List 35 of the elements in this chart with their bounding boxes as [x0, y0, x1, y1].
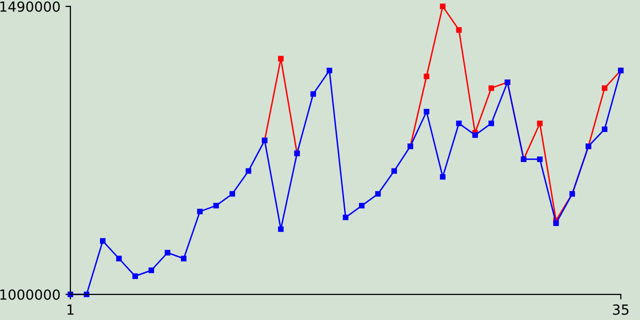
x-tick-label: 35	[613, 304, 628, 315]
point	[213, 202, 219, 208]
point	[602, 85, 608, 91]
point	[424, 108, 430, 114]
y-tick-label: 1000000	[0, 289, 60, 300]
point	[116, 256, 122, 262]
point	[342, 214, 348, 220]
point	[391, 168, 397, 174]
point	[456, 27, 462, 33]
point	[375, 191, 381, 197]
point	[148, 268, 154, 274]
point	[602, 126, 608, 132]
point	[537, 156, 543, 162]
point	[424, 74, 430, 80]
point	[278, 56, 284, 62]
point	[326, 68, 332, 74]
point	[278, 226, 284, 232]
point	[359, 202, 365, 208]
point	[310, 91, 316, 97]
point	[456, 120, 462, 126]
point	[197, 208, 203, 214]
point	[488, 85, 494, 91]
x-tick-label: 1	[68, 304, 74, 315]
point	[488, 120, 494, 126]
point	[553, 220, 559, 226]
point	[100, 238, 106, 244]
point	[440, 4, 446, 10]
point	[537, 120, 543, 126]
point	[164, 250, 170, 256]
point	[230, 191, 236, 197]
point	[246, 168, 252, 174]
y-tick-label: 1490000	[0, 1, 60, 12]
point	[440, 174, 446, 180]
point	[132, 273, 138, 279]
point	[180, 256, 186, 262]
